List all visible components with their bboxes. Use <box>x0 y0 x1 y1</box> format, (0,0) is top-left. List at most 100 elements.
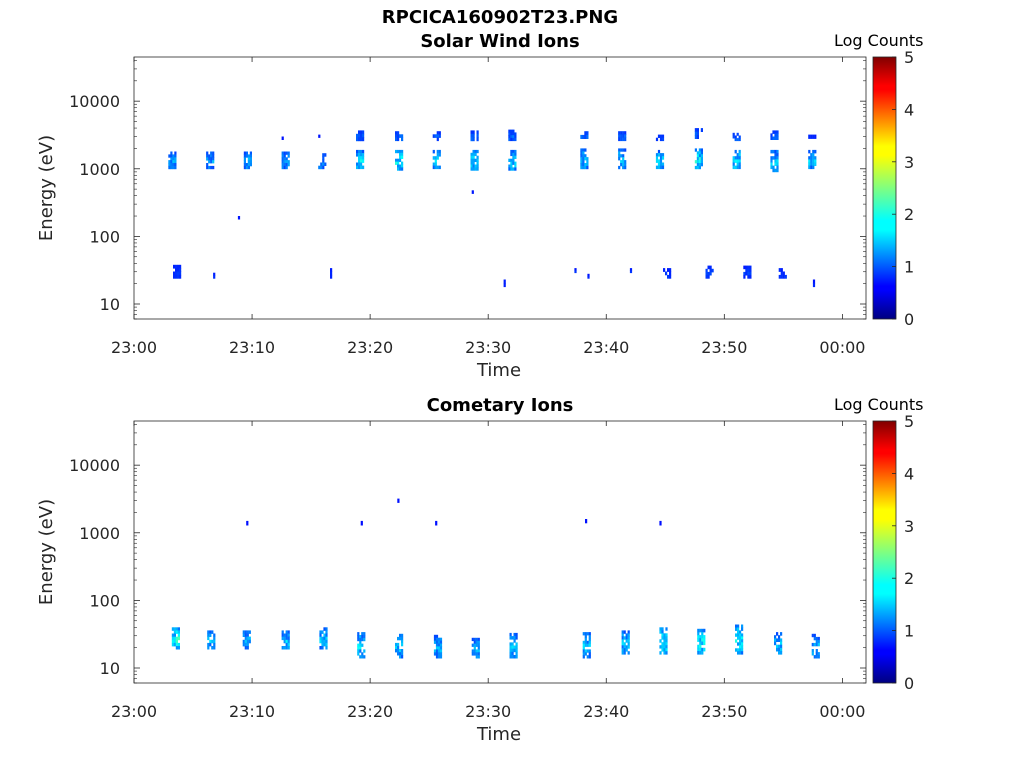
data-cell <box>780 647 783 652</box>
data-cell <box>213 272 216 276</box>
data-cell <box>622 148 625 152</box>
data-cell <box>508 129 511 133</box>
data-cell <box>362 149 365 154</box>
data-cell <box>511 648 514 653</box>
data-cell <box>476 158 479 162</box>
data-cell <box>732 165 735 170</box>
data-cell <box>399 152 402 157</box>
data-cell <box>243 151 246 155</box>
data-cell <box>246 646 249 650</box>
data-cell <box>586 649 589 653</box>
data-blob <box>397 498 400 503</box>
data-cell <box>322 162 325 166</box>
data-cell <box>657 162 661 166</box>
data-cell <box>747 265 750 270</box>
data-cell <box>627 642 630 646</box>
data-cell <box>772 168 775 173</box>
data-cell <box>580 151 583 155</box>
data-cell <box>663 648 666 652</box>
y-tick-label: 1000 <box>79 160 120 179</box>
data-cell <box>471 190 474 194</box>
data-cell <box>508 164 511 168</box>
data-cell <box>359 646 362 650</box>
data-cell <box>437 655 441 659</box>
data-cell <box>812 162 815 166</box>
data-cell <box>208 165 211 170</box>
data-cell <box>737 648 740 652</box>
data-cell <box>244 646 247 650</box>
data-cell <box>580 154 583 158</box>
data-cell <box>324 153 327 157</box>
data-cell <box>243 163 246 167</box>
data-cell <box>513 645 516 649</box>
data-cell <box>698 151 701 155</box>
data-cell <box>815 652 818 656</box>
data-cell <box>172 160 175 164</box>
data-cell <box>621 651 624 655</box>
data-cell <box>401 149 404 154</box>
data-cell <box>475 640 478 644</box>
data-cell <box>283 165 286 170</box>
data-cell <box>437 640 441 644</box>
data-cell <box>735 624 738 628</box>
data-cell <box>665 642 668 646</box>
data-cell <box>248 636 251 641</box>
data-cell <box>357 635 360 639</box>
data-cell <box>172 163 175 167</box>
data-cell <box>815 655 818 659</box>
data-cell <box>512 129 515 133</box>
data-cell <box>696 131 699 136</box>
data-cell <box>359 643 362 647</box>
data-blob <box>281 151 290 170</box>
data-cell <box>659 156 663 160</box>
data-cell <box>698 157 701 161</box>
data-cell <box>778 268 781 272</box>
data-cell <box>669 268 672 272</box>
data-cell <box>358 137 361 142</box>
data-cell <box>173 274 176 279</box>
data-blob <box>778 268 787 279</box>
data-cell <box>287 160 290 164</box>
data-cell <box>175 627 178 631</box>
data-cell <box>780 644 783 649</box>
data-cell <box>472 137 475 142</box>
data-cell <box>170 151 173 155</box>
data-cell <box>659 165 663 170</box>
data-cell <box>659 162 663 166</box>
data-cell <box>170 154 173 158</box>
data-cell <box>281 630 284 634</box>
data-cell <box>362 133 365 138</box>
data-cell <box>778 638 781 642</box>
data-cell <box>659 159 663 163</box>
data-cell <box>780 274 783 279</box>
data-cell <box>438 165 441 170</box>
colorbar-gradient <box>872 56 897 320</box>
data-cell <box>735 639 738 643</box>
data-blob <box>357 632 366 659</box>
data-cell <box>513 639 516 643</box>
data-blob <box>694 148 703 170</box>
data-cell <box>780 641 783 646</box>
data-cell <box>584 652 587 656</box>
data-cell <box>625 639 628 643</box>
data-cell <box>509 645 512 649</box>
data-cell <box>582 655 585 659</box>
data-cell <box>472 130 475 135</box>
data-cell <box>285 151 288 155</box>
data-cell <box>588 649 591 653</box>
data-cell <box>585 519 588 524</box>
data-cell <box>667 268 670 272</box>
data-cell <box>172 165 175 170</box>
data-cell <box>580 148 583 152</box>
data-cell <box>474 167 477 171</box>
data-cell <box>737 633 740 637</box>
data-cell <box>168 165 171 170</box>
data-cell <box>623 636 626 640</box>
data-cell <box>810 134 813 139</box>
data-cell <box>243 160 246 164</box>
x-tick-label: 23:00 <box>111 338 157 357</box>
data-cell <box>770 136 773 140</box>
data-cell <box>473 637 476 642</box>
data-cell <box>321 636 324 641</box>
data-blob <box>585 519 588 524</box>
